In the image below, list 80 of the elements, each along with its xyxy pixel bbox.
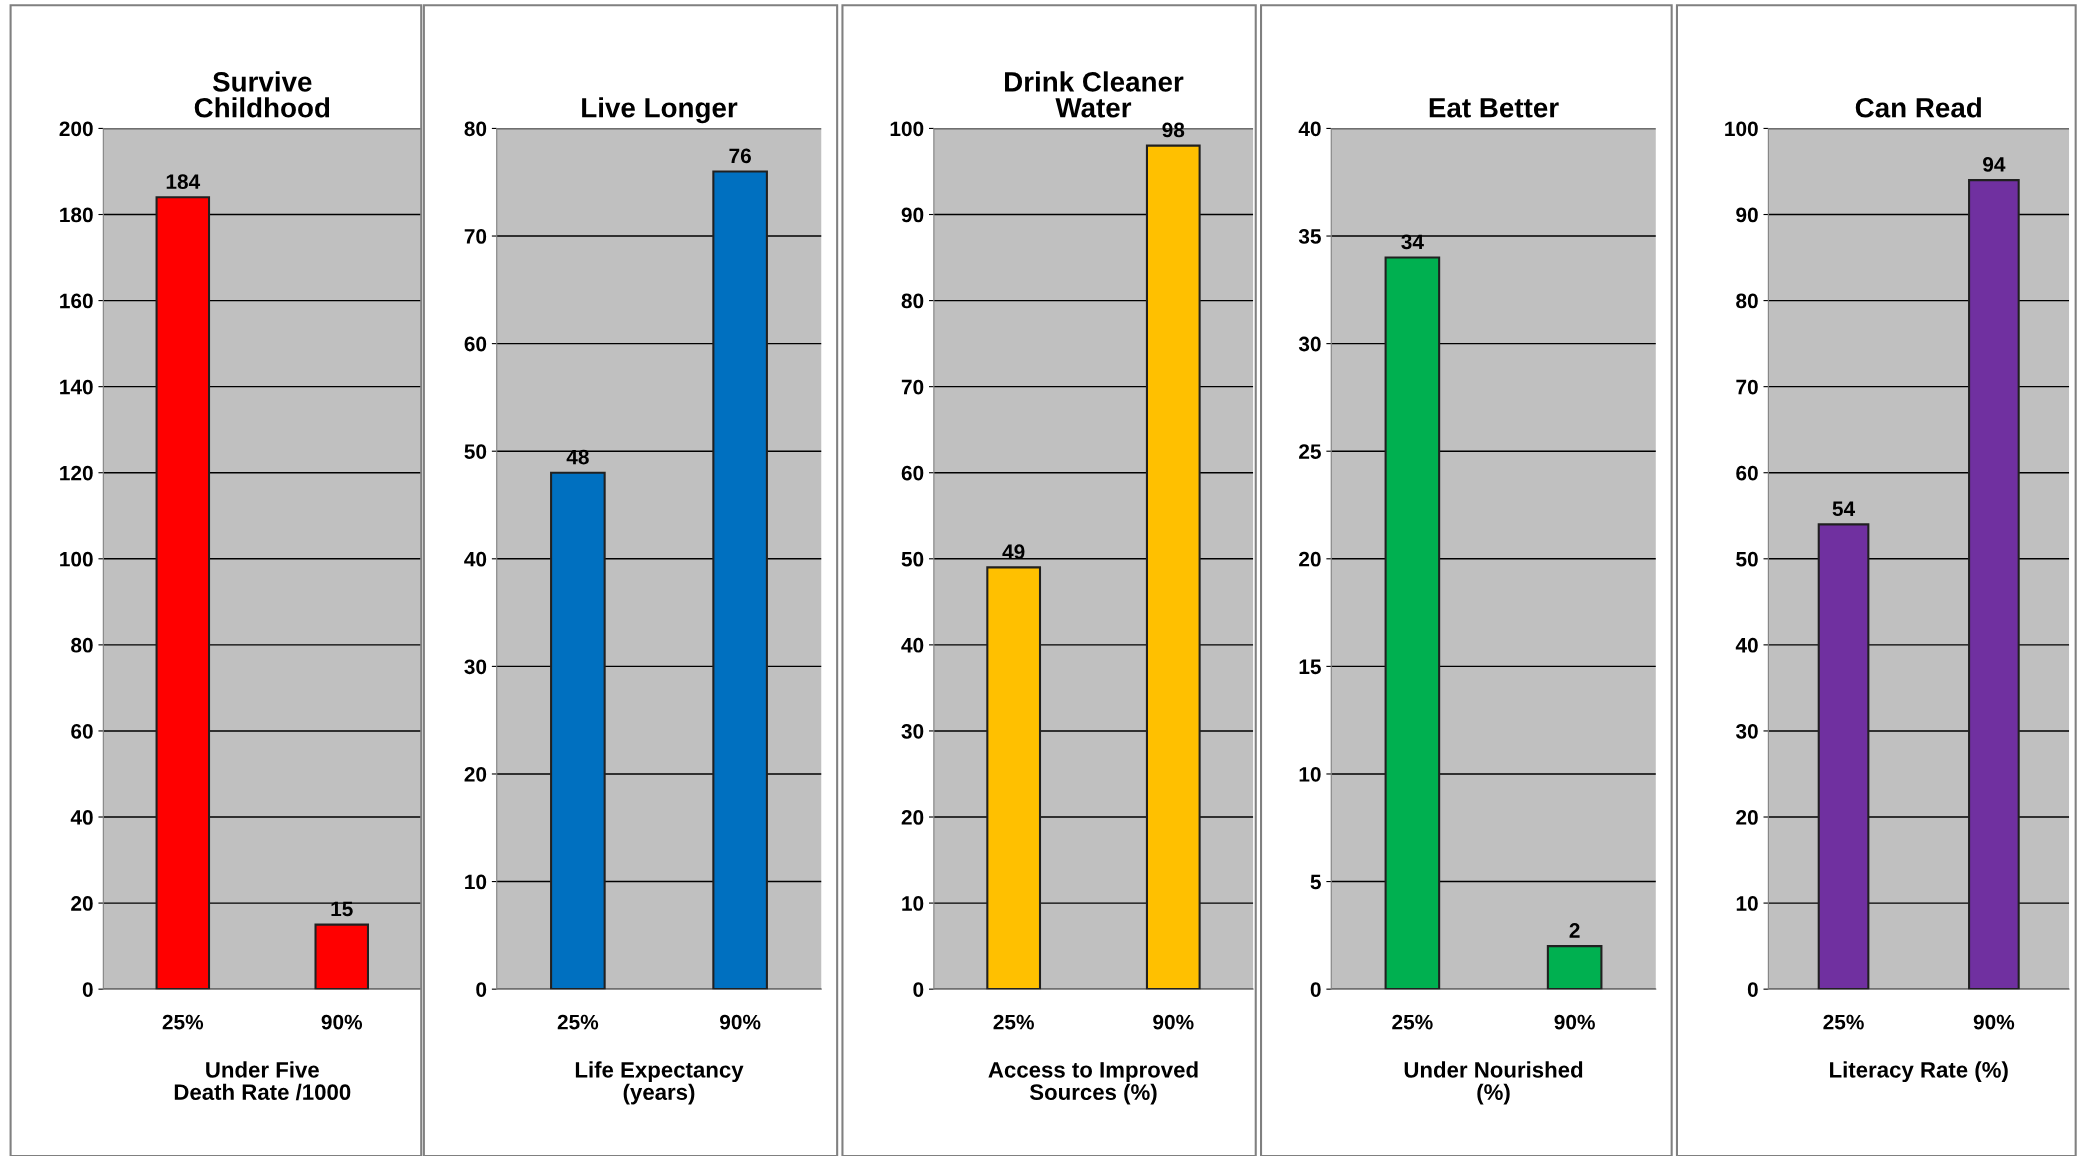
y-tick-label: 160	[60, 293, 93, 309]
data-label: 15	[331, 901, 353, 917]
data-label: 49	[1002, 544, 1025, 560]
data-label: 2	[1569, 923, 1580, 938]
y-tick-label: 90	[901, 207, 924, 223]
x-axis-title: Life Expectancy (years)	[575, 1061, 744, 1105]
x-tick-label: 25%	[1823, 1014, 1864, 1030]
y-tick-label: 35	[1298, 229, 1321, 244]
y-tick-label: 120	[60, 465, 93, 481]
y-tick-label: 30	[901, 723, 924, 739]
data-label: 34	[1401, 234, 1424, 250]
data-label: 184	[166, 174, 201, 190]
y-tick-label: 25	[1299, 444, 1321, 459]
x-tick-label: 90%	[321, 1014, 363, 1030]
data-label: 76	[729, 148, 751, 164]
x-tick-label: 90%	[720, 1014, 761, 1030]
y-tick-label: 20	[901, 810, 924, 825]
y-tick-label: 60	[71, 723, 93, 739]
x-axis-title: Under Five Death Rate /1000	[174, 1061, 351, 1101]
y-tick-label: 90	[1736, 207, 1758, 223]
y-tick-label: 0	[476, 982, 487, 997]
chart-title: Eat Better	[1429, 98, 1559, 118]
y-tick-label: 50	[1736, 551, 1758, 567]
chart-title: Drink Cleaner Water	[1005, 71, 1184, 118]
chart-title: Can Read	[1855, 97, 1981, 118]
y-tick-label: 70	[464, 229, 487, 244]
x-tick-label: 90%	[1973, 1014, 2015, 1030]
y-tick-label: 10	[902, 896, 924, 911]
y-tick-label: 60	[464, 336, 487, 352]
y-tick-label: 200	[59, 121, 93, 137]
y-tick-label: 70	[901, 379, 924, 395]
y-tick-label: 30	[464, 659, 487, 675]
chart-title: Live Longer	[582, 97, 738, 124]
y-tick-label: 60	[1736, 465, 1758, 481]
x-tick-label: 90%	[1153, 1014, 1194, 1030]
y-tick-label: 80	[1736, 293, 1758, 309]
y-tick-label: 180	[60, 207, 93, 223]
y-tick-label: 40	[901, 637, 924, 653]
y-tick-label: 20	[1299, 551, 1321, 567]
y-tick-label: 10	[1299, 766, 1321, 782]
y-tick-label: 30	[1735, 723, 1758, 739]
y-tick-label: 40	[1298, 121, 1321, 137]
x-tick-label: 25%	[557, 1014, 599, 1030]
y-tick-label: 40	[1735, 637, 1758, 653]
y-tick-label: 40	[70, 810, 93, 825]
y-tick-label: 80	[71, 637, 93, 653]
y-tick-label: 5	[1310, 874, 1321, 890]
y-tick-label: 100	[1725, 121, 1758, 137]
y-tick-label: 20	[464, 766, 487, 782]
x-axis-title: Under Nourished (%)	[1404, 1061, 1583, 1105]
y-tick-label: 60	[901, 465, 924, 481]
y-tick-label: 140	[60, 379, 93, 395]
y-tick-label: 50	[901, 551, 924, 567]
y-tick-label: 100	[890, 121, 924, 137]
y-tick-label: 10	[1736, 896, 1758, 911]
y-tick-label: 0	[913, 982, 924, 997]
y-tick-label: 30	[1298, 336, 1321, 352]
y-tick-label: 0	[1747, 982, 1758, 997]
data-label: 94	[1983, 157, 2006, 172]
y-tick-label: 80	[901, 293, 924, 309]
y-tick-label: 10	[465, 874, 487, 890]
x-tick-label: 25%	[993, 1014, 1034, 1030]
data-label: 98	[1162, 122, 1185, 138]
y-tick-label: 100	[60, 551, 93, 567]
y-tick-label: 15	[1299, 659, 1321, 675]
x-tick-label: 90%	[1554, 1014, 1595, 1030]
y-tick-label: 50	[464, 444, 487, 459]
y-tick-label: 0	[82, 982, 93, 997]
x-axis-title: Literacy Rate (%)	[1830, 1061, 2008, 1083]
y-tick-label: 80	[464, 121, 487, 137]
data-label: 54	[1832, 501, 1856, 517]
chart-title: Survive Childhood	[194, 71, 330, 118]
y-tick-label: 20	[71, 896, 93, 911]
x-tick-label: 25%	[162, 1014, 204, 1030]
x-tick-label: 25%	[1392, 1014, 1433, 1030]
y-tick-label: 0	[1310, 982, 1321, 997]
y-tick-label: 40	[464, 551, 487, 567]
y-tick-label: 70	[1736, 379, 1758, 395]
x-axis-title: Access to Improved Sources (%)	[988, 1061, 1198, 1105]
y-tick-label: 20	[1736, 810, 1758, 825]
